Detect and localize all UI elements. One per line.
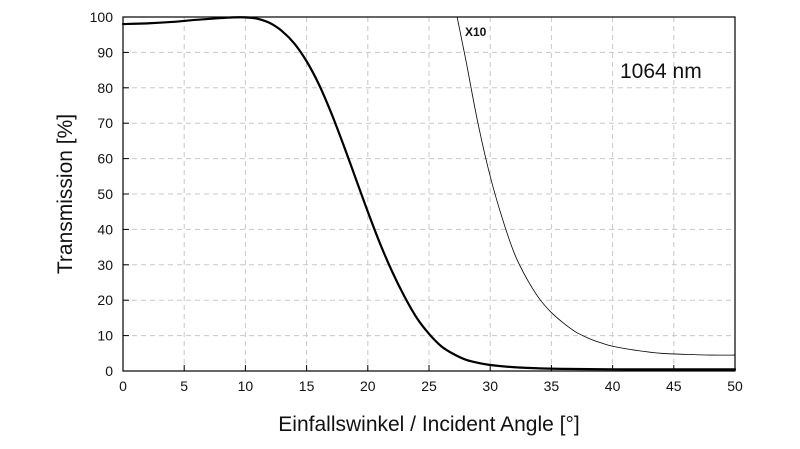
x-tick-label: 45 [666,378,682,394]
x-tick-label: 0 [119,378,127,394]
y-tick-label: 60 [97,151,113,167]
x-tick-label: 25 [421,378,437,394]
wavelength-label: 1064 nm [620,60,702,83]
y-axis-title: Transmission [%] [54,114,77,274]
magnified-curve-label: X10 [465,25,487,39]
x-tick-label: 5 [180,378,188,394]
x-tick-label: 30 [482,378,498,394]
x-tick-label: 20 [360,378,376,394]
x-tick-label: 35 [544,378,560,394]
y-tick-label: 20 [97,292,113,308]
x-tick-label: 15 [299,378,315,394]
y-tick-label: 10 [97,328,113,344]
y-tick-label: 80 [97,80,113,96]
x-axis-title: Einfallswinkel / Incident Angle [°] [278,413,579,436]
y-tick-label: 90 [97,44,113,60]
x-tick-label: 10 [238,378,254,394]
y-tick-label: 0 [105,363,113,379]
y-tick-label: 70 [97,115,113,131]
y-tick-label: 100 [90,9,114,25]
y-tick-label: 50 [97,186,113,202]
y-tick-label: 30 [97,257,113,273]
grid-layer [123,17,735,371]
x-tick-label: 40 [605,378,621,394]
y-tick-label: 40 [97,221,113,237]
tick-layer: 0 5 10 15 20 25 30 35 40 45 50 0 10 20 30 40 50 60 70 80 90 1… [90,9,743,394]
x-tick-label: 50 [727,378,743,394]
transmission-curve-x10 [456,16,736,356]
